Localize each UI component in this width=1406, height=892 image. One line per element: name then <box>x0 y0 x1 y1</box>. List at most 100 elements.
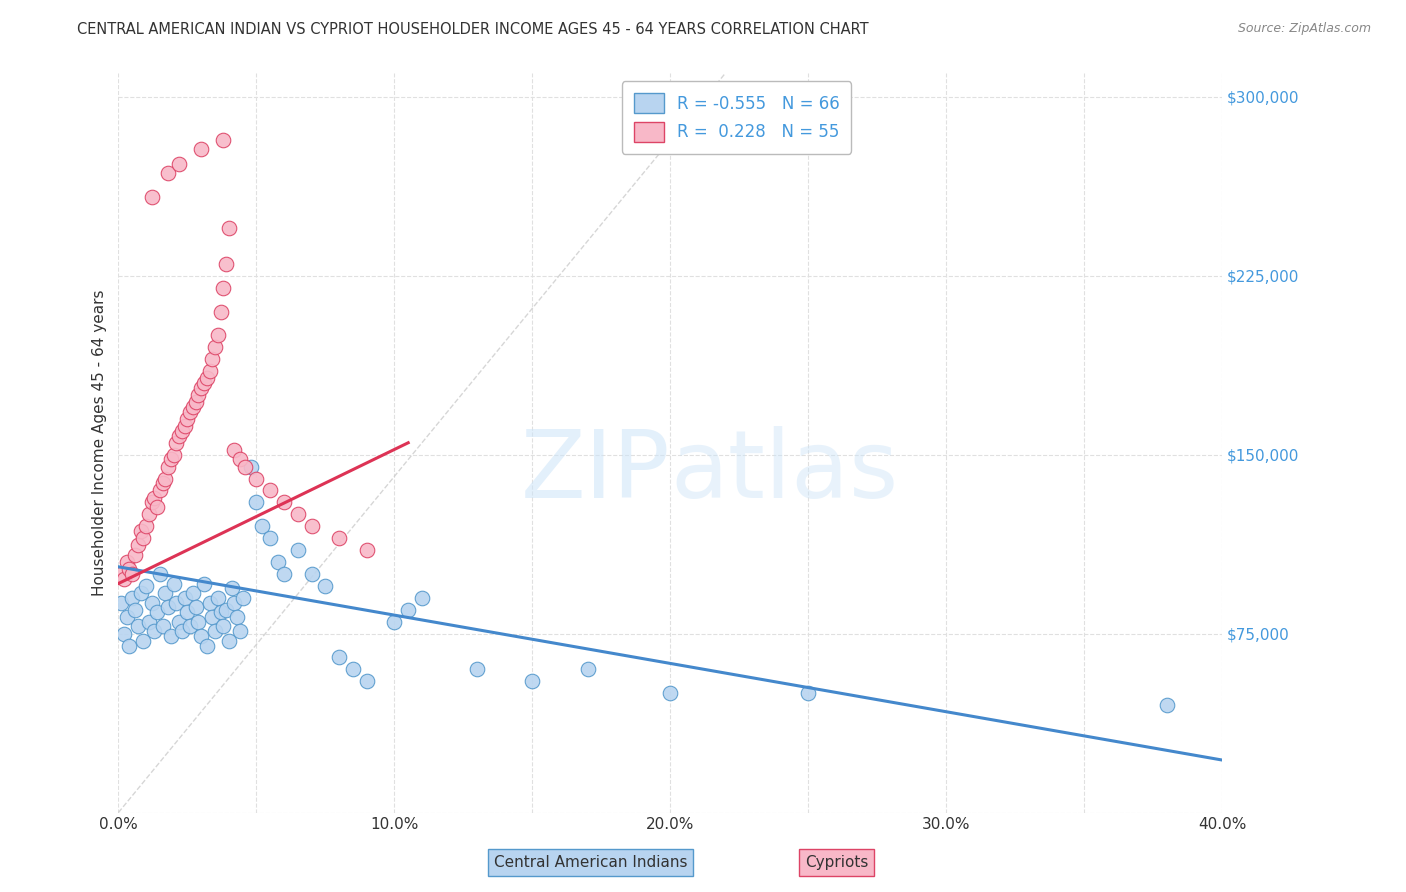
Point <box>155 586 177 600</box>
Point <box>146 605 169 619</box>
Point <box>221 582 243 596</box>
Point <box>179 619 201 633</box>
Point <box>328 650 350 665</box>
Point <box>149 566 172 581</box>
Point <box>576 662 599 676</box>
Point <box>212 133 235 147</box>
Point <box>198 364 221 378</box>
Point <box>198 596 221 610</box>
Point <box>245 495 267 509</box>
Text: CENTRAL AMERICAN INDIAN VS CYPRIOT HOUSEHOLDER INCOME AGES 45 - 64 YEARS CORRELA: CENTRAL AMERICAN INDIAN VS CYPRIOT HOUSE… <box>77 22 869 37</box>
Point <box>226 610 249 624</box>
Point <box>411 591 433 605</box>
Point <box>797 686 820 700</box>
Point <box>176 412 198 426</box>
Point <box>207 328 229 343</box>
Point <box>129 586 152 600</box>
Point <box>181 400 204 414</box>
Point <box>135 519 157 533</box>
Point <box>110 566 132 581</box>
Point <box>218 633 240 648</box>
Point <box>212 281 235 295</box>
Point <box>138 615 160 629</box>
Point <box>193 376 215 391</box>
Point <box>396 603 419 617</box>
Point <box>207 591 229 605</box>
Point <box>229 624 252 639</box>
Point <box>218 221 240 235</box>
Point <box>115 555 138 569</box>
Point <box>522 674 544 689</box>
Point <box>301 519 323 533</box>
Point <box>127 538 149 552</box>
Point <box>160 452 183 467</box>
Point <box>187 388 209 402</box>
Point <box>110 596 132 610</box>
Point <box>195 371 218 385</box>
Point <box>184 600 207 615</box>
Point <box>121 566 143 581</box>
Point <box>314 579 336 593</box>
Point <box>181 586 204 600</box>
Point <box>301 566 323 581</box>
Point <box>224 442 246 457</box>
Point <box>235 459 257 474</box>
Point <box>245 471 267 485</box>
Point <box>157 459 180 474</box>
Point <box>165 435 187 450</box>
Point <box>173 419 195 434</box>
Point <box>121 591 143 605</box>
Point <box>250 519 273 533</box>
Point <box>141 190 163 204</box>
Point <box>162 448 184 462</box>
Point <box>167 615 190 629</box>
Point <box>195 639 218 653</box>
Point <box>215 257 238 271</box>
Point <box>160 629 183 643</box>
Point <box>170 424 193 438</box>
Point <box>659 686 682 700</box>
Point <box>356 674 378 689</box>
Point <box>165 596 187 610</box>
Point <box>356 543 378 558</box>
Point <box>118 562 141 576</box>
Point <box>190 381 212 395</box>
Point <box>146 500 169 515</box>
Point <box>179 405 201 419</box>
Point <box>209 605 232 619</box>
Point <box>232 591 254 605</box>
Point <box>239 459 262 474</box>
Point <box>124 603 146 617</box>
Point <box>143 491 166 505</box>
Point <box>201 610 224 624</box>
Point <box>224 596 246 610</box>
Point <box>229 452 252 467</box>
Point <box>135 579 157 593</box>
Point <box>157 600 180 615</box>
Point <box>176 605 198 619</box>
Point <box>287 508 309 522</box>
Text: Source: ZipAtlas.com: Source: ZipAtlas.com <box>1237 22 1371 36</box>
Point <box>132 633 155 648</box>
Point <box>138 508 160 522</box>
Text: atlas: atlas <box>671 426 898 518</box>
Point <box>118 639 141 653</box>
Point <box>187 615 209 629</box>
Y-axis label: Householder Income Ages 45 - 64 years: Householder Income Ages 45 - 64 years <box>93 290 107 596</box>
Point <box>132 531 155 545</box>
Point <box>190 142 212 156</box>
Point <box>342 662 364 676</box>
Point <box>465 662 488 676</box>
Point <box>209 304 232 318</box>
Point <box>127 619 149 633</box>
Point <box>259 531 281 545</box>
Point <box>167 156 190 170</box>
Point <box>115 610 138 624</box>
Point <box>124 548 146 562</box>
Point <box>162 576 184 591</box>
Text: Central American Indians: Central American Indians <box>494 855 688 870</box>
Point <box>273 566 295 581</box>
Point <box>149 483 172 498</box>
Point <box>167 428 190 442</box>
Point <box>201 352 224 367</box>
